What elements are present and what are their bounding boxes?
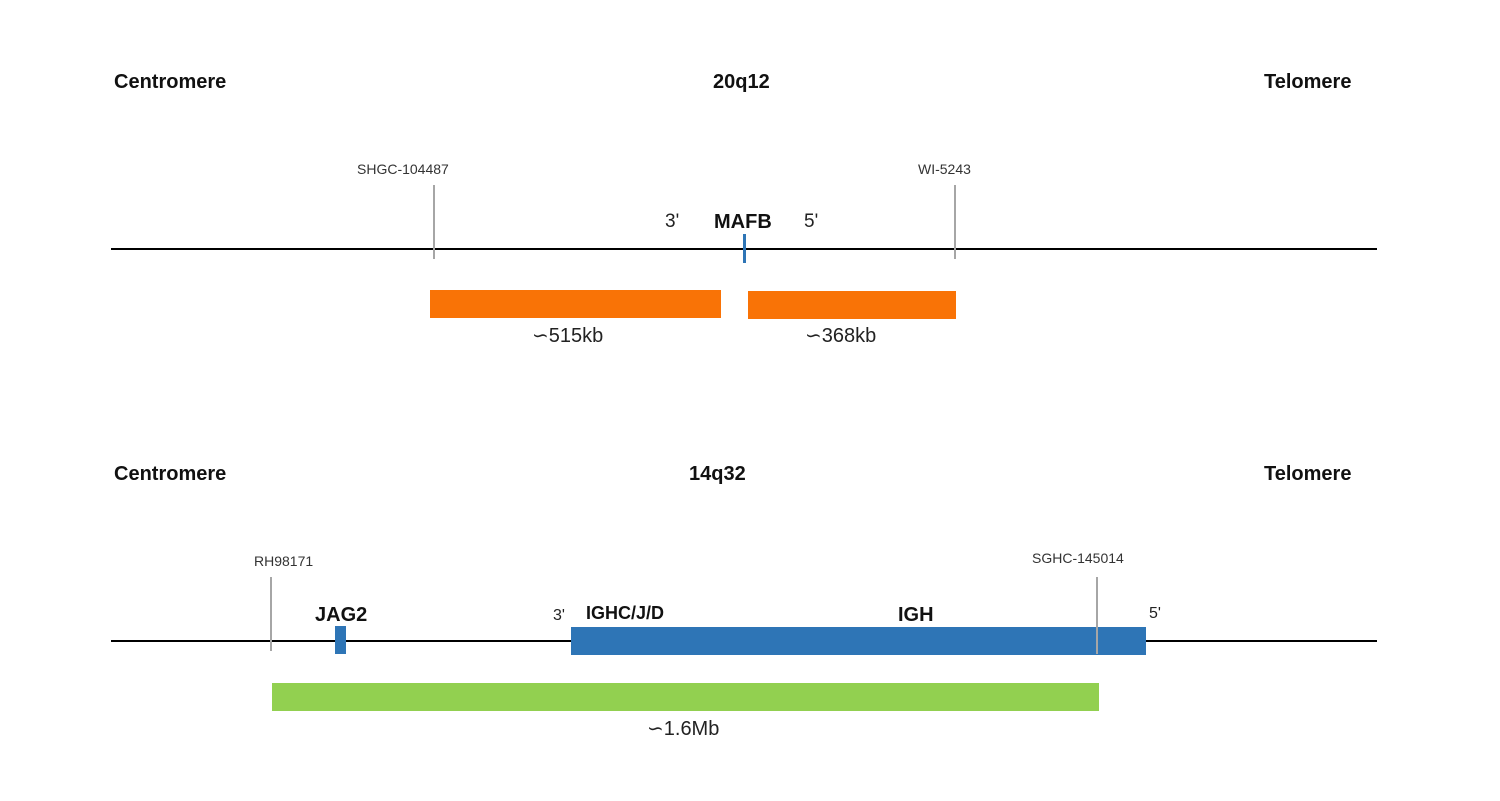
marker-left-tick xyxy=(270,577,272,651)
segment-5prime-size: ∽368kb xyxy=(805,325,877,347)
segment-1-6mb xyxy=(272,683,1099,711)
five-prime-label: 5' xyxy=(1149,605,1161,622)
telomere-label: Telomere xyxy=(1264,71,1352,93)
jag2-gene-box xyxy=(335,626,346,654)
igh-gene-box xyxy=(571,627,1146,655)
segment-3prime-size: ∽515kb xyxy=(532,325,604,347)
segment-3prime xyxy=(430,290,721,318)
three-prime-label: 3' xyxy=(665,211,680,232)
marker-left-label: RH98171 xyxy=(254,553,314,569)
three-prime-label: 3' xyxy=(553,607,565,624)
gene-label-mafb: MAFB xyxy=(714,211,772,233)
marker-left-label: SHGC-104487 xyxy=(357,161,449,177)
segment-5prime xyxy=(748,291,956,319)
marker-right-label: SGHC-145014 xyxy=(1032,550,1124,566)
marker-left-tick xyxy=(433,185,435,259)
mafb-gene-mark xyxy=(743,234,746,263)
marker-right-tick xyxy=(1096,577,1098,654)
gene-label-ighc: IGHC/J/D xyxy=(586,603,665,623)
marker-right-label: WI-5243 xyxy=(918,161,971,177)
five-prime-label: 5' xyxy=(804,211,819,232)
gene-label-igh: IGH xyxy=(898,604,934,626)
segment-size: ∽1.6Mb xyxy=(647,718,720,740)
telomere-label: Telomere xyxy=(1264,463,1352,485)
marker-right-tick xyxy=(954,185,956,259)
region-label: 14q32 xyxy=(689,463,746,485)
region-label: 20q12 xyxy=(713,71,770,93)
centromere-label: Centromere xyxy=(114,71,227,93)
gene-label-jag2: JAG2 xyxy=(315,604,368,626)
centromere-label: Centromere xyxy=(114,463,227,485)
